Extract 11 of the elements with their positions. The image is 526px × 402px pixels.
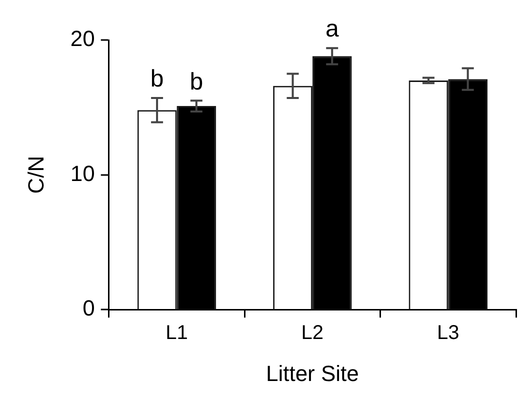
y-axis-title: C/N: [23, 156, 48, 194]
y-tick-label: 0: [82, 296, 95, 321]
y-tick-label: 20: [70, 26, 95, 52]
x-axis-title: Litter Site: [266, 360, 359, 386]
x-tick-label: L1: [166, 322, 188, 344]
x-tick-label: L2: [301, 322, 324, 344]
y-tick-label: 10: [70, 160, 95, 186]
data-label: b: [190, 68, 204, 96]
data-label: b: [150, 66, 164, 93]
data-label: a: [325, 16, 340, 43]
x-tick-label: L3: [437, 322, 460, 344]
